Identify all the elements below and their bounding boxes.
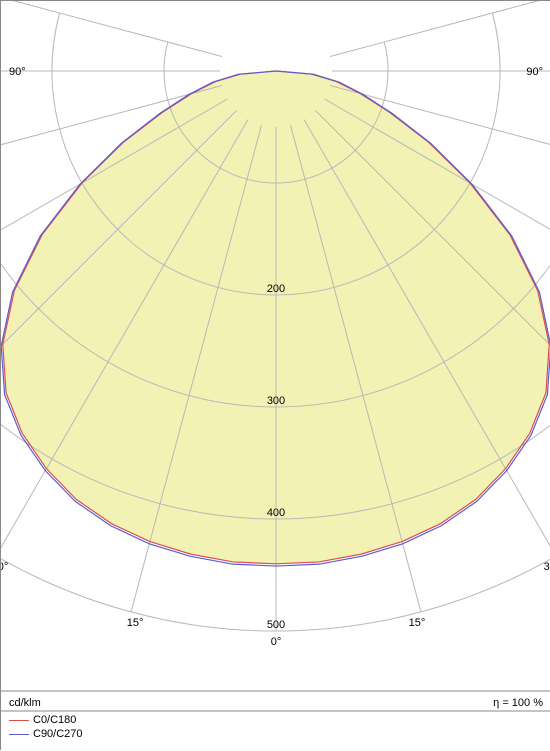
radial-label: 500 [267,619,285,631]
angle-label: 90° [9,66,26,78]
legend-label: C0/C180 [33,714,76,726]
angle-label: 30° [1,561,8,573]
angle-label: 15° [409,617,426,629]
legend-item: C90/C270 [9,727,83,741]
angle-label: 30° [544,561,550,573]
radial-label: 400 [267,507,285,519]
legend-item: C0/C180 [9,713,83,727]
legend-swatch [9,720,29,721]
angle-label: 0° [271,636,282,648]
angle-label: 90° [526,66,543,78]
radial-label: 200 [267,283,285,295]
legend-label: C90/C270 [33,728,83,740]
radial-label: 300 [267,395,285,407]
footer-left: cd/klm [9,697,41,709]
chart-svg: 2003004005000°15°15°30°30°45°45°60°60°75… [1,1,550,751]
legend-swatch [9,734,29,735]
polar-chart: 2003004005000°15°15°30°30°45°45°60°60°75… [0,0,550,750]
legend: C0/C180 C90/C270 [9,713,83,741]
footer-right: η = 100 % [493,697,543,709]
angle-label: 15° [127,617,144,629]
